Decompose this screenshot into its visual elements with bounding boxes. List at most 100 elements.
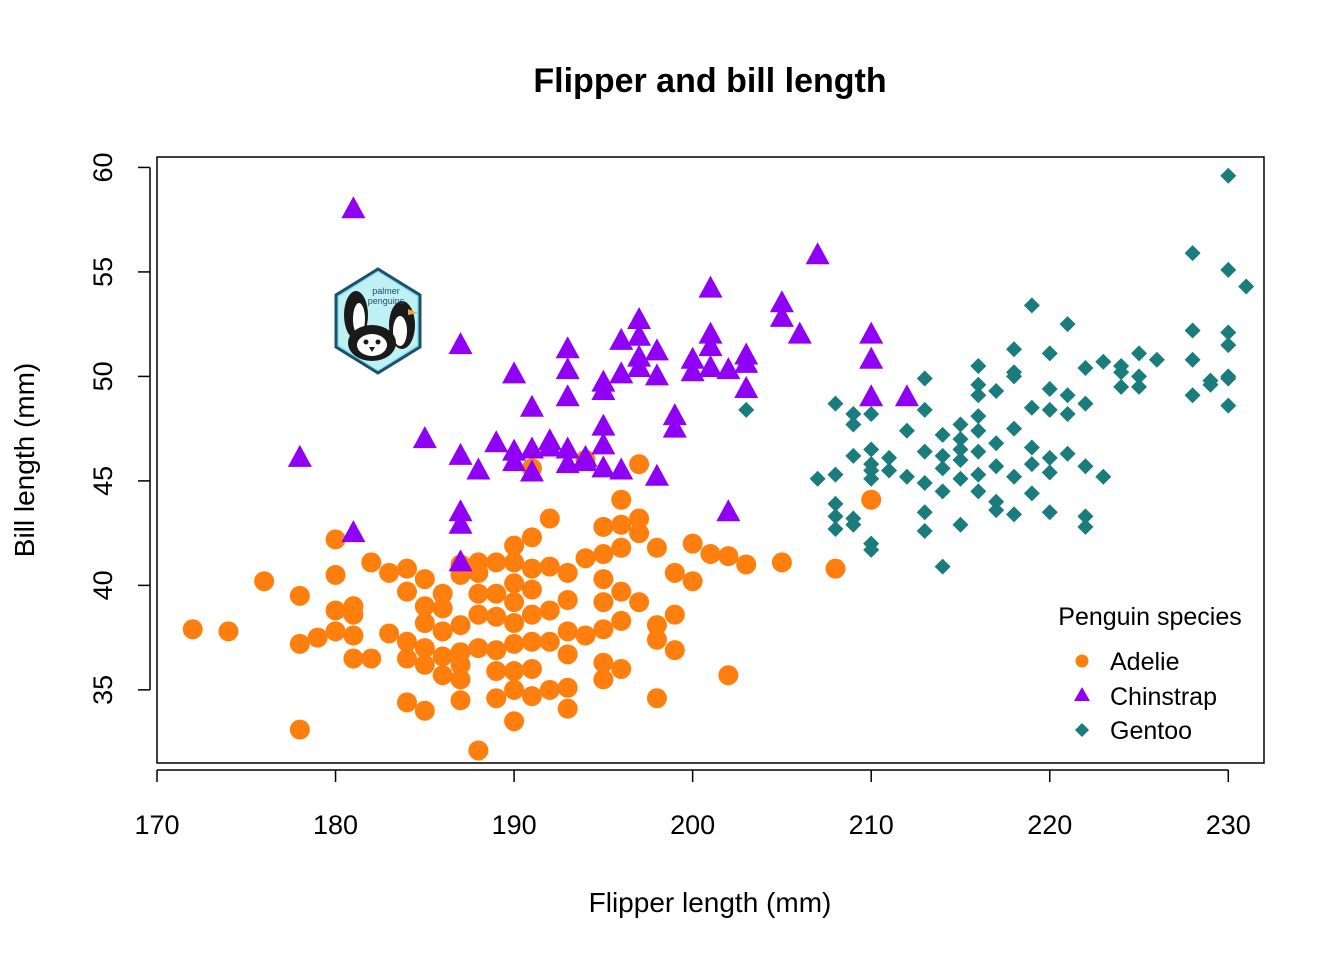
point-adelie: [611, 514, 632, 535]
point-adelie: [486, 583, 507, 604]
point-chinstrap: [894, 384, 919, 407]
point-adelie: [504, 679, 525, 700]
point-gentoo: [1220, 324, 1237, 341]
point-gentoo: [1077, 395, 1094, 412]
point-adelie: [379, 562, 400, 583]
point-gentoo: [988, 435, 1005, 452]
point-gentoo: [916, 401, 933, 418]
point-adelie: [486, 606, 507, 627]
point-gentoo: [1041, 504, 1058, 521]
point-gentoo: [1041, 345, 1058, 362]
point-chinstrap: [609, 361, 634, 384]
point-adelie: [450, 615, 471, 636]
point-chinstrap: [555, 336, 580, 359]
point-gentoo: [1041, 449, 1058, 466]
x-tick-label: 230: [1206, 810, 1251, 840]
point-adelie: [682, 533, 703, 554]
x-tick-label: 200: [670, 810, 715, 840]
point-adelie: [557, 644, 578, 665]
x-tick-label: 170: [134, 810, 179, 840]
point-adelie: [736, 554, 757, 575]
point-chinstrap: [555, 384, 580, 407]
point-chinstrap: [519, 436, 544, 459]
point-adelie: [629, 454, 650, 475]
point-gentoo: [1059, 406, 1076, 423]
point-gentoo: [1023, 485, 1040, 502]
point-adelie: [325, 529, 346, 550]
point-adelie: [468, 638, 489, 659]
point-gentoo: [970, 466, 987, 483]
point-gentoo: [809, 470, 826, 487]
point-adelie: [396, 581, 417, 602]
point-gentoo: [845, 406, 862, 423]
y-tick-label: 35: [88, 675, 118, 705]
x-axis: 170 180 190 200 210 220 230: [134, 769, 1251, 840]
point-gentoo: [863, 535, 880, 552]
point-gentoo: [934, 447, 951, 464]
point-chinstrap: [448, 549, 473, 572]
point-gentoo: [988, 458, 1005, 475]
point-adelie: [468, 740, 489, 761]
logo-text-line-2: penguins: [368, 296, 405, 306]
point-adelie: [557, 590, 578, 611]
point-gentoo: [845, 510, 862, 527]
point-adelie: [468, 604, 489, 625]
point-chinstrap: [519, 394, 544, 417]
point-gentoo: [970, 483, 987, 500]
point-chinstrap: [859, 321, 884, 344]
y-axis-label: Bill length (mm): [9, 363, 40, 557]
point-adelie: [611, 658, 632, 679]
point-gentoo: [1184, 322, 1201, 339]
point-gentoo: [1220, 261, 1237, 278]
y-axis: 35 40 45 50 55 60: [88, 152, 151, 705]
point-gentoo: [1077, 360, 1094, 377]
point-chinstrap: [466, 457, 491, 480]
point-chinstrap: [644, 338, 669, 361]
point-chinstrap: [859, 384, 884, 407]
point-chinstrap: [591, 432, 616, 455]
point-adelie: [593, 669, 614, 690]
legend-label-chinstrap: Chinstrap: [1110, 683, 1217, 711]
point-adelie: [414, 654, 435, 675]
point-gentoo: [952, 516, 969, 533]
point-chinstrap: [644, 363, 669, 386]
point-gentoo: [1006, 341, 1023, 358]
point-chinstrap: [555, 451, 580, 474]
point-adelie: [504, 535, 525, 556]
point-chinstrap: [662, 415, 687, 438]
point-gentoo: [1006, 364, 1023, 381]
legend-label-adelie: Adelie: [1110, 648, 1180, 676]
point-adelie: [521, 558, 542, 579]
x-tick-label: 210: [849, 810, 894, 840]
point-adelie: [182, 619, 203, 640]
point-gentoo: [970, 357, 987, 374]
legend-label-gentoo: Gentoo: [1110, 717, 1192, 745]
point-adelie: [468, 552, 489, 573]
point-adelie: [611, 610, 632, 631]
point-adelie: [521, 604, 542, 625]
point-adelie: [468, 583, 489, 604]
point-adelie: [218, 621, 239, 642]
point-adelie: [504, 661, 525, 682]
point-adelie: [432, 583, 453, 604]
point-chinstrap: [412, 426, 437, 449]
point-chinstrap: [769, 290, 794, 313]
point-chinstrap: [698, 334, 723, 357]
point-adelie: [414, 569, 435, 590]
point-adelie: [504, 711, 525, 732]
point-adelie: [432, 646, 453, 667]
x-tick-label: 190: [492, 810, 537, 840]
point-adelie: [646, 615, 667, 636]
plot-frame: [156, 156, 1265, 764]
point-gentoo: [934, 558, 951, 575]
point-adelie: [646, 688, 667, 709]
point-chinstrap: [448, 332, 473, 355]
point-gentoo: [827, 466, 844, 483]
point-adelie: [646, 629, 667, 650]
y-tick-label: 40: [88, 570, 118, 600]
point-gentoo: [1131, 368, 1148, 385]
point-gentoo: [916, 523, 933, 540]
point-chinstrap: [698, 321, 723, 344]
point-adelie: [521, 527, 542, 548]
point-chinstrap: [609, 457, 634, 480]
